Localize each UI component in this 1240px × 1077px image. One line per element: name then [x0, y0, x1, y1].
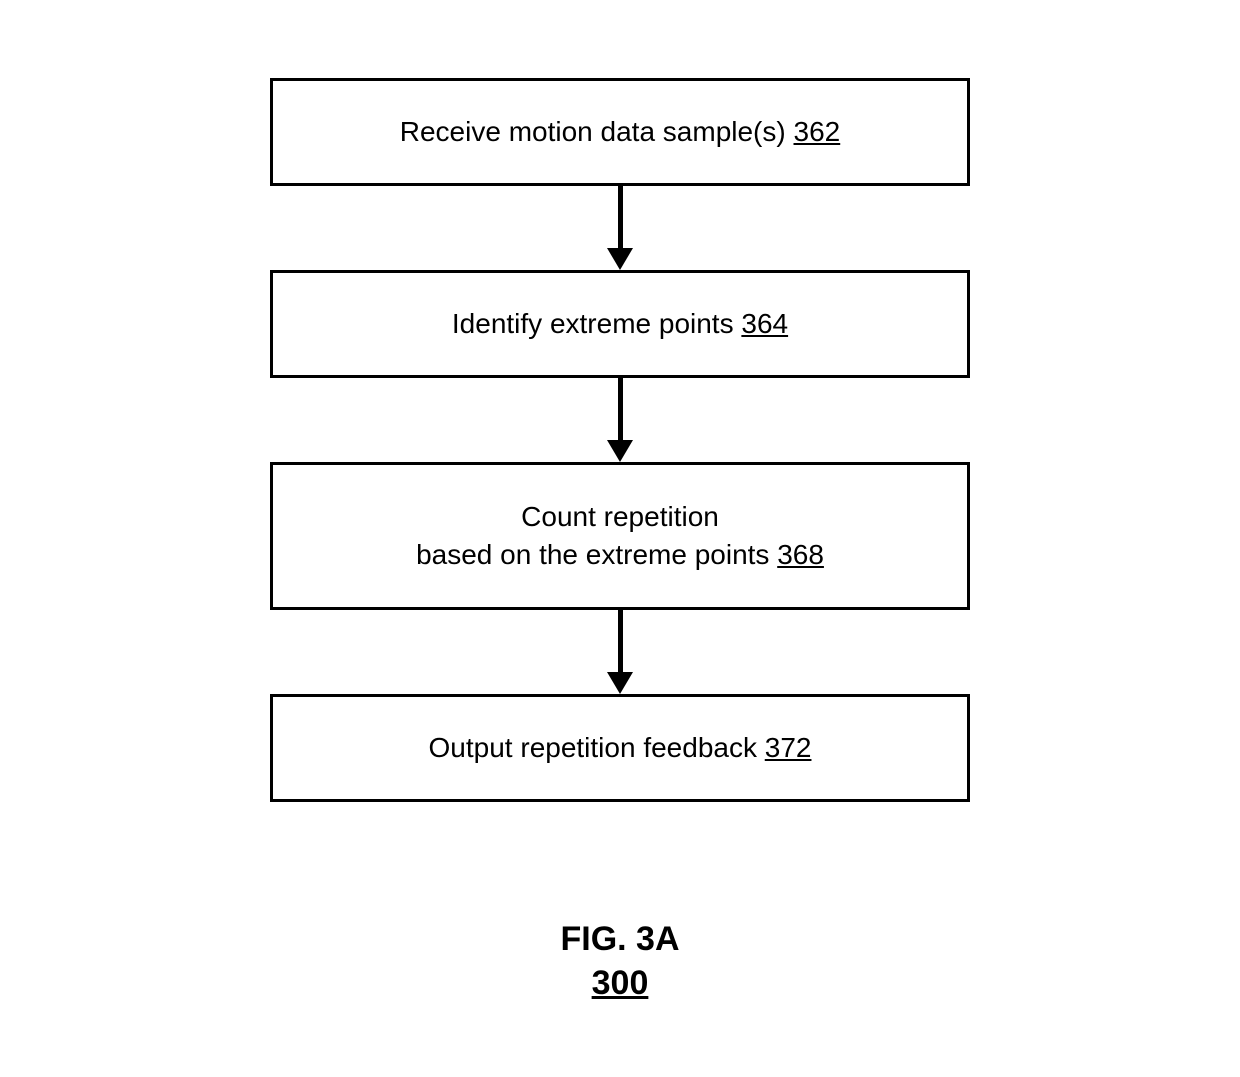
node-text-part: based on the extreme points: [416, 539, 777, 570]
node-text-part: Output repetition feedback: [429, 732, 765, 763]
node-ref-number: 364: [741, 308, 788, 339]
flow-node-count-repetition: Count repetition based on the extreme po…: [270, 462, 970, 610]
flow-node-text: Output repetition feedback 372: [429, 729, 812, 767]
node-text-part: Count repetition: [521, 501, 719, 532]
flow-node-text: Identify extreme points 364: [452, 305, 788, 343]
node-text-part: Identify extreme points: [452, 308, 741, 339]
flowchart-canvas: Receive motion data sample(s) 362 Identi…: [0, 0, 1240, 1077]
arrow-shaft: [618, 186, 623, 248]
figure-label: FIG. 3A: [0, 920, 1240, 959]
flow-node-text: Count repetition: [521, 498, 719, 536]
node-text-part: Receive motion data sample(s): [400, 116, 794, 147]
node-ref-number: 368: [777, 539, 824, 570]
flow-node-identify-extreme-points: Identify extreme points 364: [270, 270, 970, 378]
flow-node-text: Receive motion data sample(s) 362: [400, 113, 840, 151]
flow-node-receive-motion-data: Receive motion data sample(s) 362: [270, 78, 970, 186]
arrow-shaft: [618, 610, 623, 672]
arrow-shaft: [618, 378, 623, 440]
node-ref-number: 362: [794, 116, 841, 147]
arrow-head-icon: [607, 672, 633, 694]
figure-number: 300: [0, 964, 1240, 1003]
arrow-head-icon: [607, 248, 633, 270]
arrow-head-icon: [607, 440, 633, 462]
node-ref-number: 372: [765, 732, 812, 763]
flow-node-output-feedback: Output repetition feedback 372: [270, 694, 970, 802]
flow-node-text: based on the extreme points 368: [416, 536, 824, 574]
